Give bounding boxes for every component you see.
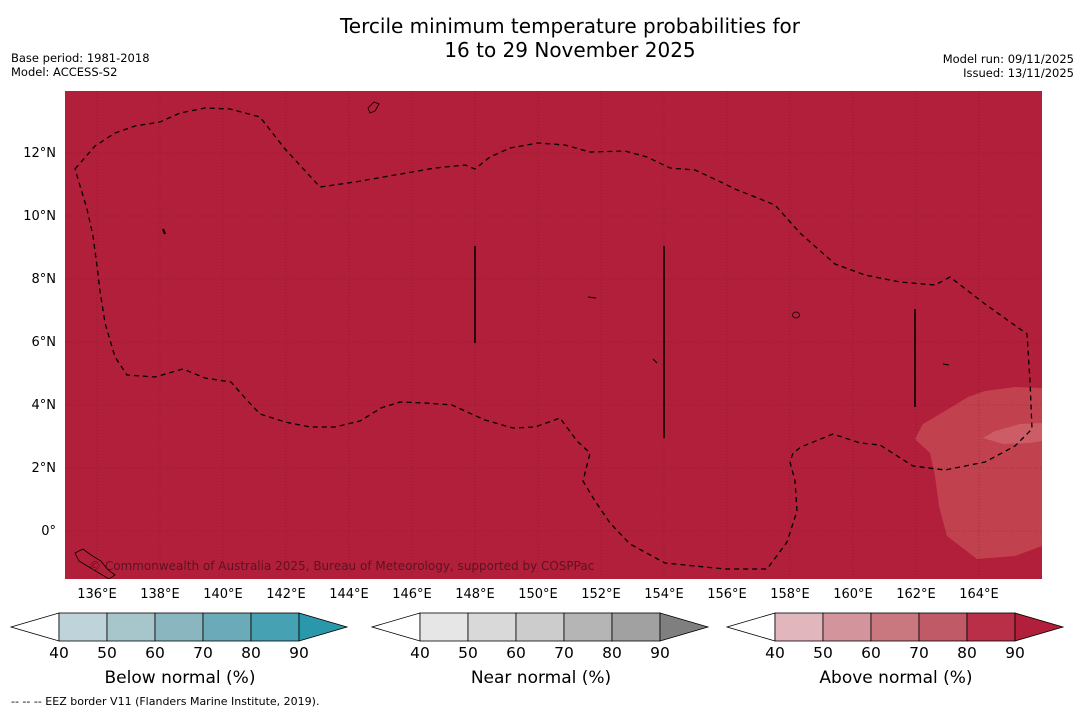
colorbar-below-normal: [10, 612, 349, 642]
lon-label-146e: 146°E: [392, 587, 432, 602]
colorbar-extend-high: [659, 612, 710, 642]
below-tick-70: 70: [193, 644, 213, 662]
issued-date: Issued: 13/11/2025: [963, 66, 1074, 80]
lon-label-154e: 154°E: [644, 587, 684, 602]
near-normal-title: Near normal (%): [470, 668, 612, 688]
colorbar-extend-low: [726, 612, 776, 642]
above-tick-70: 70: [909, 644, 929, 662]
model-run-date: Model run: 09/11/2025: [942, 52, 1074, 66]
near-tick-60: 60: [506, 644, 526, 662]
island-northwest: [367, 101, 380, 114]
lon-label-150e: 150°E: [518, 587, 558, 602]
lat-label-2n: 2°N: [31, 461, 57, 476]
lon-label-158e: 158°E: [770, 587, 810, 602]
lat-label-12n: 12°N: [23, 146, 56, 161]
colorbar-swatch-80: [611, 612, 661, 642]
below-tick-90: 90: [289, 644, 309, 662]
map-copyright: © Commonwealth of Australia 2025, Bureau…: [89, 559, 594, 573]
base-period: Base period: 1981-2018: [11, 51, 150, 65]
colorbar-near-normal: [371, 612, 710, 642]
lon-label-136e: 136°E: [77, 587, 117, 602]
lat-label-4n: 4°N: [31, 398, 57, 413]
colorbar-above-normal: [726, 612, 1065, 642]
lat-label-10n: 10°N: [23, 209, 56, 224]
island-small-east: [792, 311, 800, 319]
near-tick-90: 90: [650, 644, 670, 662]
colorbar-below-swatches: [10, 612, 349, 642]
map-background: [65, 91, 1042, 579]
colorbar-swatch-70: [202, 612, 252, 642]
colorbar-swatch-80: [966, 612, 1016, 642]
lon-label-164e: 164°E: [959, 587, 999, 602]
colorbar-swatch-50: [467, 612, 517, 642]
lon-label-140e: 140°E: [203, 587, 243, 602]
colorbar-extend-high: [1014, 612, 1065, 642]
colorbar-swatch-70: [918, 612, 968, 642]
model-name: Model: ACCESS-S2: [11, 65, 118, 79]
island-dot-3: [652, 358, 658, 364]
near-tick-40: 40: [410, 644, 430, 662]
colorbar-swatch-40: [58, 612, 108, 642]
above-tick-50: 50: [813, 644, 833, 662]
lon-label-148e: 148°E: [455, 587, 495, 602]
colorbar-extend-high: [298, 612, 349, 642]
above-normal-title: Above normal (%): [819, 668, 973, 688]
colorbar-swatch-40: [419, 612, 469, 642]
lowest-probability-region: [983, 423, 1042, 444]
island-dot-1: [162, 228, 166, 235]
lon-label-138e: 138°E: [140, 587, 180, 602]
colorbar-swatch-50: [822, 612, 872, 642]
colorbar-swatch-60: [515, 612, 565, 642]
lat-label-6n: 6°N: [31, 335, 57, 350]
above-tick-60: 60: [861, 644, 881, 662]
island-dot-4: [942, 363, 950, 366]
below-tick-50: 50: [97, 644, 117, 662]
lat-label-8n: 8°N: [31, 272, 57, 287]
lon-label-144e: 144°E: [329, 587, 369, 602]
lon-label-142e: 142°E: [266, 587, 306, 602]
below-tick-60: 60: [145, 644, 165, 662]
colorbar-swatch-80: [250, 612, 300, 642]
colorbar-swatch-40: [774, 612, 824, 642]
probability-map: © Commonwealth of Australia 2025, Bureau…: [65, 91, 1042, 579]
lon-label-160e: 160°E: [833, 587, 873, 602]
near-tick-80: 80: [602, 644, 622, 662]
eez-footnote: -- -- -- EEZ border V11 (Flanders Marine…: [11, 695, 320, 708]
above-tick-80: 80: [957, 644, 977, 662]
colorbar-near-swatches: [371, 612, 710, 642]
lon-label-152e: 152°E: [581, 587, 621, 602]
colorbar-swatch-50: [106, 612, 156, 642]
land-features: [74, 101, 950, 579]
lon-label-156e: 156°E: [707, 587, 747, 602]
graticule: [65, 91, 1042, 579]
title-line-1: Tercile minimum temperature probabilitie…: [339, 14, 801, 38]
below-tick-80: 80: [241, 644, 261, 662]
near-tick-50: 50: [458, 644, 478, 662]
title-line-2: 16 to 29 November 2025: [444, 38, 696, 62]
above-tick-40: 40: [765, 644, 785, 662]
colorbar-extend-low: [371, 612, 421, 642]
colorbar-swatch-70: [563, 612, 613, 642]
map-title: Tercile minimum temperature probabilitie…: [0, 14, 1085, 62]
meta-left: Base period: 1981-2018 Model: ACCESS-S2: [11, 51, 150, 79]
below-normal-title: Below normal (%): [104, 668, 256, 688]
near-tick-70: 70: [554, 644, 574, 662]
colorbar-swatch-60: [154, 612, 204, 642]
meta-right: Model run: 09/11/2025 Issued: 13/11/2025: [943, 52, 1074, 80]
lat-label-0: 0°: [41, 524, 56, 539]
below-tick-40: 40: [49, 644, 69, 662]
island-southwest: [74, 548, 116, 579]
lon-label-162e: 162°E: [896, 587, 936, 602]
colorbar-above-swatches: [726, 612, 1065, 642]
colorbar-extend-low: [10, 612, 60, 642]
colorbar-swatch-60: [870, 612, 920, 642]
above-tick-90: 90: [1005, 644, 1025, 662]
island-dot-2: [587, 296, 597, 299]
